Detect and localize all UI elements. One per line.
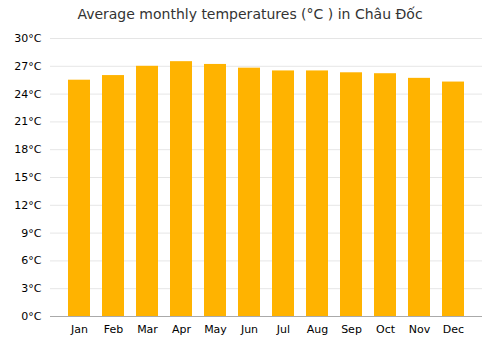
svg-text:15°C: 15°C [14, 171, 41, 184]
svg-text:Oct: Oct [376, 323, 396, 336]
svg-text:Jun: Jun [240, 323, 258, 336]
svg-text:May: May [204, 323, 227, 336]
svg-text:Jul: Jul [276, 323, 290, 336]
svg-text:Jan: Jan [70, 323, 88, 336]
svg-text:30°C: 30°C [14, 32, 41, 45]
svg-text:Aug: Aug [307, 323, 328, 336]
svg-text:Dec: Dec [443, 323, 464, 336]
svg-text:9°C: 9°C [21, 227, 41, 240]
svg-text:0°C: 0°C [21, 310, 41, 323]
svg-text:Mar: Mar [137, 323, 158, 336]
svg-text:3°C: 3°C [21, 282, 41, 295]
svg-text:Feb: Feb [104, 323, 123, 336]
svg-text:Sep: Sep [341, 323, 362, 336]
svg-text:6°C: 6°C [21, 254, 41, 267]
svg-text:18°C: 18°C [14, 143, 41, 156]
svg-text:27°C: 27°C [14, 60, 41, 73]
svg-text:12°C: 12°C [14, 199, 41, 212]
svg-text:24°C: 24°C [14, 88, 41, 101]
html-text:Average monthly temperatures (: Average monthly temperatures (°C ) in Ch… [77, 6, 423, 22]
svg-text:Apr: Apr [172, 323, 192, 336]
svg-text:Nov: Nov [409, 323, 431, 336]
svg-text:21°C: 21°C [14, 115, 41, 128]
